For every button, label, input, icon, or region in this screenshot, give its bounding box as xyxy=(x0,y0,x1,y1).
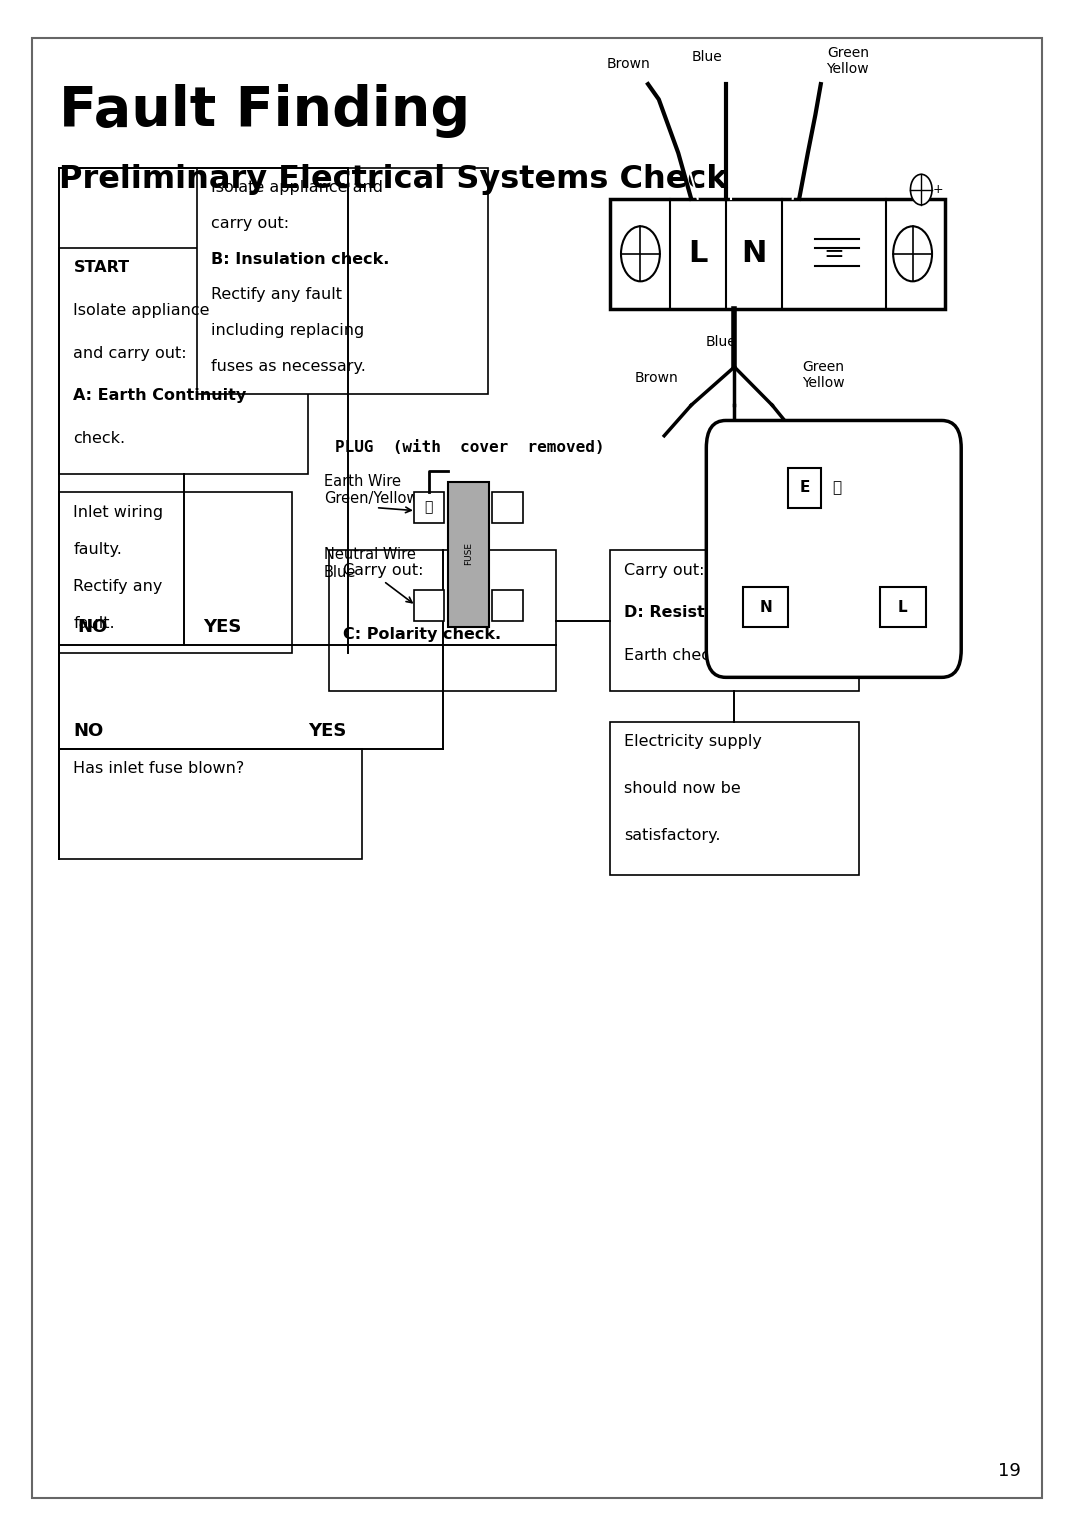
FancyBboxPatch shape xyxy=(448,482,489,627)
Text: Carry out:: Carry out: xyxy=(343,563,424,578)
Text: Fault Finding: Fault Finding xyxy=(59,84,471,138)
Text: ⏚: ⏚ xyxy=(833,480,841,495)
Text: FUSE: FUSE xyxy=(464,541,473,566)
Text: Rectify any: Rectify any xyxy=(73,579,163,593)
Text: satisfactory.: satisfactory. xyxy=(624,827,720,842)
Text: Preliminary Electrical Systems Check: Preliminary Electrical Systems Check xyxy=(59,164,728,194)
Text: NO: NO xyxy=(73,722,104,740)
FancyBboxPatch shape xyxy=(414,590,444,621)
FancyBboxPatch shape xyxy=(610,550,859,691)
Text: NO: NO xyxy=(78,618,108,636)
FancyBboxPatch shape xyxy=(414,492,444,523)
FancyBboxPatch shape xyxy=(610,722,859,875)
Text: faulty.: faulty. xyxy=(73,541,122,557)
FancyBboxPatch shape xyxy=(610,199,945,309)
Text: START: START xyxy=(73,260,130,275)
Text: YES: YES xyxy=(308,722,347,740)
FancyBboxPatch shape xyxy=(492,492,523,523)
Text: should now be: should now be xyxy=(624,781,741,795)
FancyBboxPatch shape xyxy=(329,550,556,691)
Text: and carry out:: and carry out: xyxy=(73,346,187,361)
Text: ⏚: ⏚ xyxy=(424,500,433,515)
Text: SOCKET
(face view): SOCKET (face view) xyxy=(769,431,873,471)
Text: fault.: fault. xyxy=(73,616,116,631)
Text: Brown: Brown xyxy=(607,57,650,72)
Text: N: N xyxy=(741,240,767,268)
Text: Green
Yellow: Green Yellow xyxy=(801,359,845,390)
Text: L: L xyxy=(899,599,907,615)
Text: Inlet wiring: Inlet wiring xyxy=(73,505,163,520)
Circle shape xyxy=(893,226,932,281)
Text: fuses as necessary.: fuses as necessary. xyxy=(211,359,365,373)
Circle shape xyxy=(621,226,660,281)
Text: B: Insulation check.: B: Insulation check. xyxy=(211,252,389,266)
FancyBboxPatch shape xyxy=(880,587,926,627)
Text: Earth check.: Earth check. xyxy=(624,648,725,664)
Text: C: Polarity check.: C: Polarity check. xyxy=(343,627,501,642)
Text: Blue: Blue xyxy=(692,49,723,64)
Text: Carry out:: Carry out: xyxy=(624,563,705,578)
FancyBboxPatch shape xyxy=(197,168,488,394)
Text: Electricity supply: Electricity supply xyxy=(624,734,762,749)
Text: Brown: Brown xyxy=(635,370,678,385)
Text: =: = xyxy=(823,242,845,266)
Text: including replacing: including replacing xyxy=(211,323,364,338)
Text: Isolate appliance: Isolate appliance xyxy=(73,303,210,318)
Text: D: Resistance to: D: Resistance to xyxy=(624,605,772,621)
Text: A: Earth Continuity: A: Earth Continuity xyxy=(73,388,246,404)
Text: Isolate appliance and: Isolate appliance and xyxy=(211,180,382,196)
Text: Neutral Wire
Blue: Neutral Wire Blue xyxy=(324,547,416,579)
FancyBboxPatch shape xyxy=(59,492,292,653)
FancyBboxPatch shape xyxy=(59,248,308,474)
Text: +: + xyxy=(932,183,943,196)
Text: Green
Yellow: Green Yellow xyxy=(826,46,869,76)
FancyBboxPatch shape xyxy=(706,420,961,677)
FancyBboxPatch shape xyxy=(743,587,788,627)
Text: N: N xyxy=(759,599,772,615)
Text: PLUG  (with  cover  removed): PLUG (with cover removed) xyxy=(335,440,605,456)
Text: L: L xyxy=(688,240,707,268)
Text: Has inlet fuse blown?: Has inlet fuse blown? xyxy=(73,761,245,777)
Text: Blue: Blue xyxy=(706,335,737,350)
Text: YES: YES xyxy=(203,618,242,636)
Circle shape xyxy=(910,174,932,205)
Text: 19: 19 xyxy=(998,1462,1021,1480)
Text: carry out:: carry out: xyxy=(211,216,288,231)
Text: E: E xyxy=(799,480,810,495)
Text: Rectify any fault: Rectify any fault xyxy=(211,287,341,303)
FancyBboxPatch shape xyxy=(788,468,821,508)
FancyBboxPatch shape xyxy=(32,38,1042,1498)
FancyBboxPatch shape xyxy=(492,590,523,621)
FancyBboxPatch shape xyxy=(59,749,362,859)
Text: check.: check. xyxy=(73,431,125,446)
Text: Earth Wire
Green/Yellow: Earth Wire Green/Yellow xyxy=(324,474,418,506)
